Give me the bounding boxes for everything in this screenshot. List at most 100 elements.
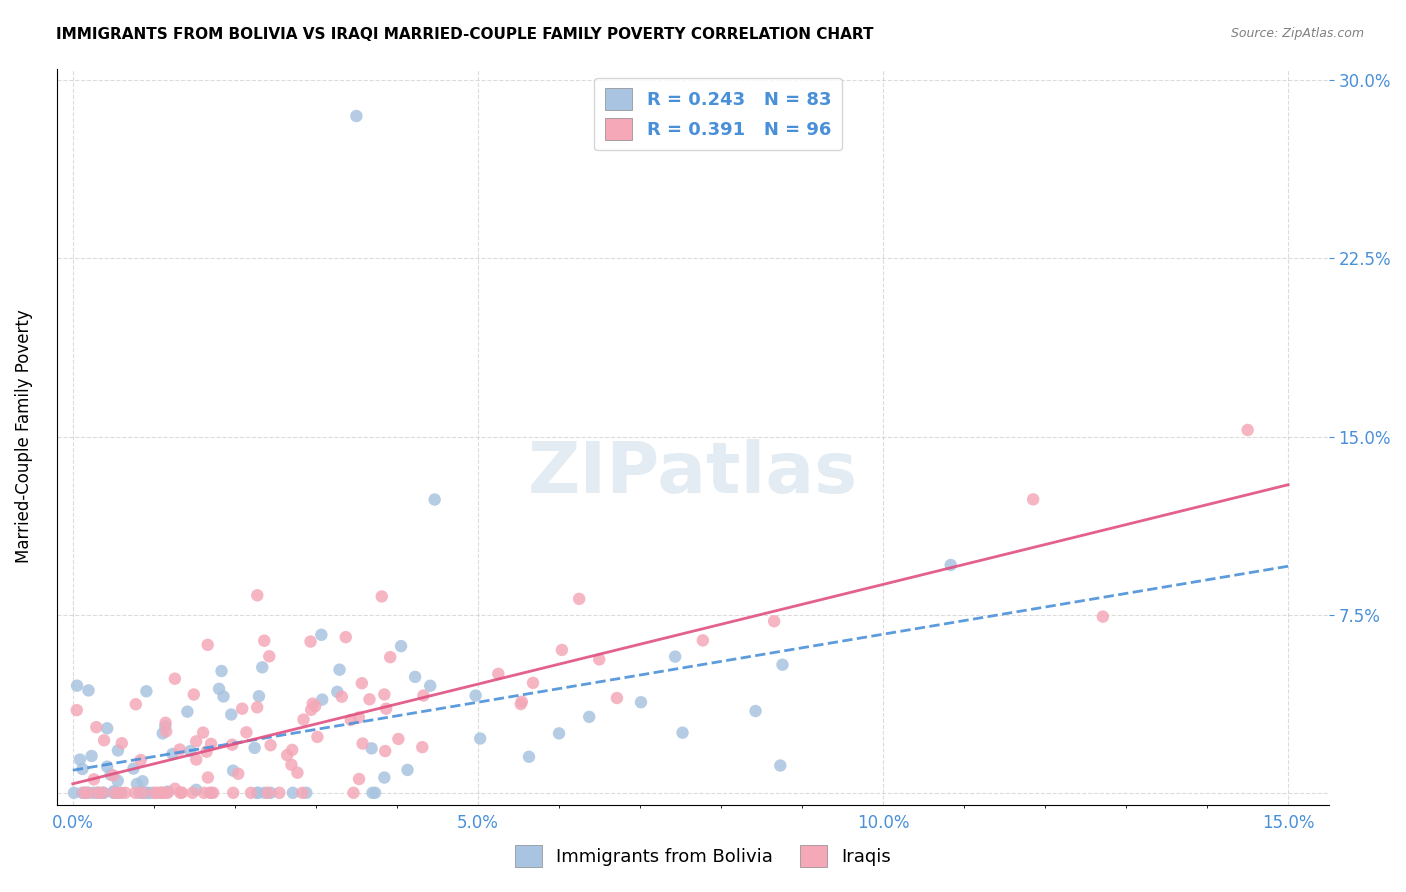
Point [588, 652, 610, 666]
Point [198, 786, 221, 800]
Point [131, 774, 153, 789]
Point [122, 762, 145, 776]
Point [170, 786, 193, 800]
Point [83, 772, 105, 787]
Point [200, 737, 222, 751]
Point [103, 786, 125, 800]
Point [256, 786, 278, 800]
Text: Source: ZipAtlas.com: Source: ZipAtlas.com [1230, 27, 1364, 40]
Point [176, 705, 198, 719]
Point [281, 786, 304, 800]
Point [200, 786, 222, 800]
Point [156, 786, 179, 800]
Point [269, 786, 291, 800]
Point [103, 784, 125, 798]
Point [91, 786, 114, 800]
Legend: Immigrants from Bolivia, Iraqis: Immigrants from Bolivia, Iraqis [508, 838, 898, 874]
Point [389, 639, 412, 653]
Point [84, 720, 107, 734]
Point [252, 660, 274, 674]
Point [66, 679, 89, 693]
Point [197, 771, 219, 785]
Point [464, 689, 486, 703]
Point [246, 786, 269, 800]
Point [568, 591, 591, 606]
Point [311, 628, 333, 642]
Point [125, 698, 148, 712]
Point [193, 786, 215, 800]
Point [280, 757, 302, 772]
Point [66, 703, 89, 717]
Point [186, 752, 208, 766]
Point [1236, 423, 1258, 437]
Point [361, 786, 384, 800]
Point [155, 724, 177, 739]
Point [253, 786, 276, 800]
Point [63, 786, 86, 800]
Point [380, 650, 402, 665]
Point [246, 786, 269, 800]
Point [359, 692, 381, 706]
Point [671, 725, 693, 739]
Text: IMMIGRANTS FROM BOLIVIA VS IRAQI MARRIED-COUPLE FAMILY POVERTY CORRELATION CHART: IMMIGRANTS FROM BOLIVIA VS IRAQI MARRIED… [56, 27, 873, 42]
Point [128, 786, 150, 800]
Point [606, 691, 628, 706]
Point [763, 614, 786, 628]
Point [129, 753, 152, 767]
Point [235, 725, 257, 739]
Point [132, 786, 155, 800]
Point [153, 786, 176, 800]
Point [350, 676, 373, 690]
Point [373, 771, 395, 785]
Point [772, 657, 794, 672]
Point [93, 733, 115, 747]
Point [664, 649, 686, 664]
Point [135, 684, 157, 698]
Point [72, 786, 94, 800]
Point [253, 633, 276, 648]
Point [86, 786, 108, 800]
Point [292, 713, 315, 727]
Point [304, 699, 326, 714]
Point [103, 768, 125, 782]
Point [522, 676, 544, 690]
Point [486, 666, 509, 681]
Point [111, 736, 134, 750]
Point [135, 786, 157, 800]
Point [517, 749, 540, 764]
Point [551, 643, 574, 657]
Point [105, 786, 128, 800]
Point [107, 743, 129, 757]
Point [246, 588, 269, 602]
Point [181, 786, 204, 800]
Point [246, 700, 269, 714]
Point [307, 730, 329, 744]
Point [326, 685, 349, 699]
Point [138, 786, 160, 800]
Point [156, 784, 179, 798]
Point [107, 773, 129, 788]
Point [360, 741, 382, 756]
Legend: R = 0.243   N = 83, R = 0.391   N = 96: R = 0.243 N = 83, R = 0.391 N = 96 [595, 78, 842, 151]
Point [77, 683, 100, 698]
Point [73, 786, 96, 800]
Point [87, 786, 110, 800]
Point [226, 766, 249, 780]
Point [222, 764, 245, 778]
Point [150, 786, 173, 800]
Point [510, 695, 533, 709]
Point [183, 688, 205, 702]
Point [364, 786, 387, 800]
Point [197, 638, 219, 652]
Point [77, 786, 100, 800]
Point [470, 731, 492, 746]
Point [276, 748, 298, 763]
Point [231, 701, 253, 715]
Point [169, 786, 191, 800]
Point [347, 772, 370, 786]
Point [163, 672, 186, 686]
Point [100, 768, 122, 782]
Point [692, 633, 714, 648]
Point [375, 701, 398, 715]
Point [299, 634, 322, 648]
